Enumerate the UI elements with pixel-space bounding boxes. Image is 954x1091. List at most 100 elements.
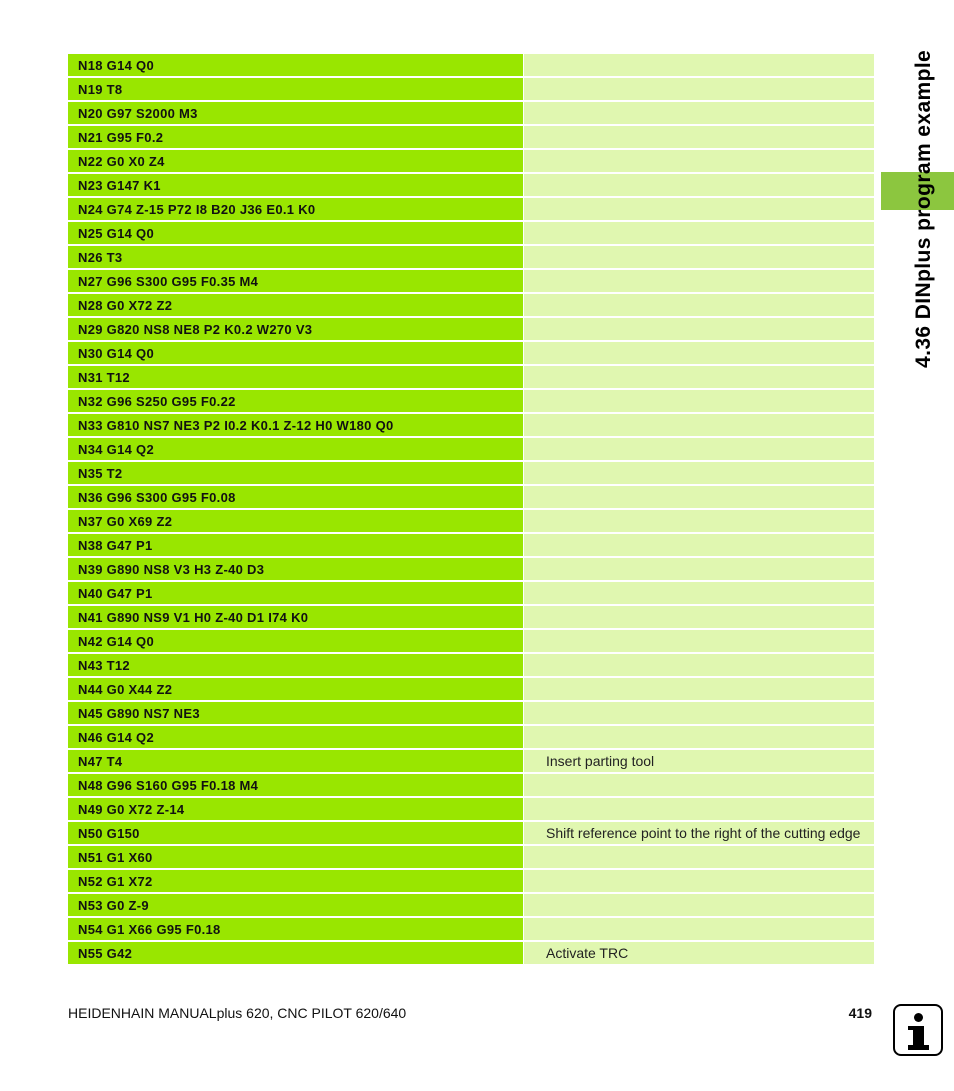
program-code-cell: N22 G0 X0 Z4 — [68, 150, 523, 174]
program-code-cell: N41 G890 NS9 V1 H0 Z-40 D1 I74 K0 — [68, 606, 523, 630]
program-row: N24 G74 Z-15 P72 I8 B20 J36 E0.1 K0 — [68, 198, 874, 222]
program-row: N49 G0 X72 Z-14 — [68, 798, 874, 822]
program-code-cell: N19 T8 — [68, 78, 523, 102]
program-row: N52 G1 X72 — [68, 870, 874, 894]
program-row: N37 G0 X69 Z2 — [68, 510, 874, 534]
program-row: N47 T4 Insert parting tool — [68, 750, 874, 774]
program-code-cell: N46 G14 Q2 — [68, 726, 523, 750]
footer-manual-title: HEIDENHAIN MANUALplus 620, CNC PILOT 620… — [68, 1005, 407, 1021]
program-row: N38 G47 P1 — [68, 534, 874, 558]
info-icon-serif-bottom — [908, 1045, 929, 1050]
program-code-cell: N18 G14 Q0 — [68, 54, 523, 78]
program-code-cell: N45 G890 NS7 NE3 — [68, 702, 523, 726]
program-comment-cell — [523, 126, 874, 150]
program-comment-cell — [523, 630, 874, 654]
program-code-cell: N52 G1 X72 — [68, 870, 523, 894]
program-comment-cell — [523, 774, 874, 798]
program-comment-cell — [523, 918, 874, 942]
program-row: N23 G147 K1 — [68, 174, 874, 198]
program-code-cell: N43 T12 — [68, 654, 523, 678]
program-comment-cell — [523, 726, 874, 750]
program-row: N36 G96 S300 G95 F0.08 — [68, 486, 874, 510]
program-code-cell: N33 G810 NS7 NE3 P2 I0.2 K0.1 Z-12 H0 W1… — [68, 414, 523, 438]
program-comment-cell — [523, 198, 874, 222]
program-code-cell: N39 G890 NS8 V3 H3 Z-40 D3 — [68, 558, 523, 582]
program-comment-cell — [523, 558, 874, 582]
program-comment-cell — [523, 414, 874, 438]
program-code-cell: N31 T12 — [68, 366, 523, 390]
program-comment-cell: Activate TRC — [523, 942, 874, 966]
program-comment-cell — [523, 510, 874, 534]
program-code-cell: N36 G96 S300 G95 F0.08 — [68, 486, 523, 510]
program-code-cell: N29 G820 NS8 NE8 P2 K0.2 W270 V3 — [68, 318, 523, 342]
program-comment-cell — [523, 174, 874, 198]
program-comment-cell — [523, 486, 874, 510]
program-comment-cell — [523, 606, 874, 630]
program-listing-table: N18 G14 Q0 N19 T8 N20 G97 S2000 M3 N21 G95 … — [68, 54, 874, 966]
program-comment-cell — [523, 342, 874, 366]
program-row: N25 G14 Q0 — [68, 222, 874, 246]
program-comment-cell — [523, 294, 874, 318]
program-code-cell: N49 G0 X72 Z-14 — [68, 798, 523, 822]
program-comment-cell — [523, 702, 874, 726]
program-code-cell: N26 T3 — [68, 246, 523, 270]
program-comment-cell — [523, 318, 874, 342]
program-comment-cell — [523, 654, 874, 678]
program-comment-cell — [523, 150, 874, 174]
program-row: N46 G14 Q2 — [68, 726, 874, 750]
program-comment-cell: Insert parting tool — [523, 750, 874, 774]
info-icon-stem — [913, 1026, 924, 1048]
program-row: N34 G14 Q2 — [68, 438, 874, 462]
program-comment-cell — [523, 54, 874, 78]
program-comment-cell — [523, 870, 874, 894]
program-comment-cell — [523, 678, 874, 702]
program-row: N44 G0 X44 Z2 — [68, 678, 874, 702]
program-row: N22 G0 X0 Z4 — [68, 150, 874, 174]
program-row: N54 G1 X66 G95 F0.18 — [68, 918, 874, 942]
info-icon — [893, 1004, 943, 1056]
program-comment-cell — [523, 894, 874, 918]
program-row: N39 G890 NS8 V3 H3 Z-40 D3 — [68, 558, 874, 582]
program-code-cell: N38 G47 P1 — [68, 534, 523, 558]
page-number: 419 — [848, 1005, 872, 1021]
program-comment-cell — [523, 462, 874, 486]
program-code-cell: N37 G0 X69 Z2 — [68, 510, 523, 534]
program-code-cell: N54 G1 X66 G95 F0.18 — [68, 918, 523, 942]
program-row: N29 G820 NS8 NE8 P2 K0.2 W270 V3 — [68, 318, 874, 342]
program-code-cell: N35 T2 — [68, 462, 523, 486]
program-row: N42 G14 Q0 — [68, 630, 874, 654]
info-icon-serif-top — [908, 1026, 916, 1030]
program-comment-cell — [523, 534, 874, 558]
program-code-cell: N50 G150 — [68, 822, 523, 846]
program-row: N21 G95 F0.2 — [68, 126, 874, 150]
program-row: N28 G0 X72 Z2 — [68, 294, 874, 318]
program-code-cell: N20 G97 S2000 M3 — [68, 102, 523, 126]
program-row: N33 G810 NS7 NE3 P2 I0.2 K0.1 Z-12 H0 W1… — [68, 414, 874, 438]
program-row: N30 G14 Q0 — [68, 342, 874, 366]
program-comment-cell — [523, 270, 874, 294]
program-row: N31 T12 — [68, 366, 874, 390]
program-comment-cell — [523, 246, 874, 270]
program-comment-cell — [523, 582, 874, 606]
program-comment-cell — [523, 846, 874, 870]
program-row: N32 G96 S250 G95 F0.22 — [68, 390, 874, 414]
program-row: N27 G96 S300 G95 F0.35 M4 — [68, 270, 874, 294]
program-comment-cell: Shift reference point to the right of th… — [523, 822, 874, 846]
program-code-cell: N53 G0 Z-9 — [68, 894, 523, 918]
program-code-cell: N23 G147 K1 — [68, 174, 523, 198]
program-code-cell: N25 G14 Q0 — [68, 222, 523, 246]
program-code-cell: N48 G96 S160 G95 F0.18 M4 — [68, 774, 523, 798]
program-row: N48 G96 S160 G95 F0.18 M4 — [68, 774, 874, 798]
info-icon-dot — [914, 1013, 923, 1022]
chapter-section-title: 4.36 DINplus program example — [912, 50, 935, 369]
program-row: N53 G0 Z-9 — [68, 894, 874, 918]
program-row: N51 G1 X60 — [68, 846, 874, 870]
program-row: N19 T8 — [68, 78, 874, 102]
program-row: N18 G14 Q0 — [68, 54, 874, 78]
program-code-cell: N40 G47 P1 — [68, 582, 523, 606]
program-comment-cell — [523, 78, 874, 102]
program-code-cell: N34 G14 Q2 — [68, 438, 523, 462]
program-comment-cell — [523, 366, 874, 390]
program-code-cell: N44 G0 X44 Z2 — [68, 678, 523, 702]
program-row: N55 G42 Activate TRC — [68, 942, 874, 966]
